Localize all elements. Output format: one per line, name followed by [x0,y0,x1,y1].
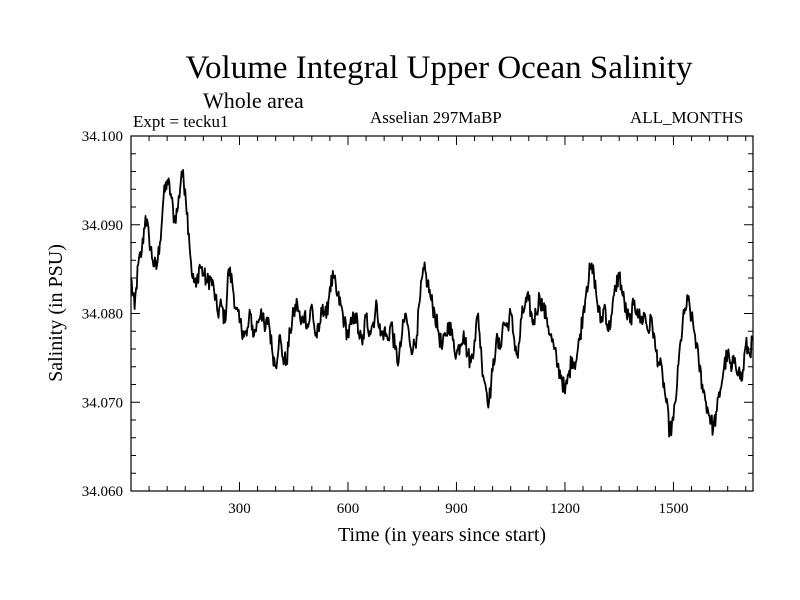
y-tick-label: 34.070 [82,395,123,411]
period-label: Asselian 297MaBP [370,108,502,127]
x-tick-label: 1200 [550,501,580,517]
x-tick-label: 300 [228,501,251,517]
y-tick-label: 34.100 [82,129,123,145]
months-label: ALL_MONTHS [630,108,744,127]
experiment-label: Expt = tecku1 [133,112,229,131]
x-tick-label: 900 [445,501,468,517]
x-tick-label: 600 [337,501,360,517]
salinity-series-line [130,169,754,438]
chart-subtitle: Whole area [203,88,304,113]
x-axis-label: Time (in years since start) [338,524,546,546]
chart-title: Volume Integral Upper Ocean Salinity [185,50,693,86]
y-tick-label: 34.060 [82,484,123,500]
y-tick-label: 34.080 [82,307,123,323]
y-axis-label: Salinity (in PSU) [45,244,67,382]
y-tick-label: 34.090 [82,218,123,234]
x-tick-label: 1500 [658,501,688,517]
